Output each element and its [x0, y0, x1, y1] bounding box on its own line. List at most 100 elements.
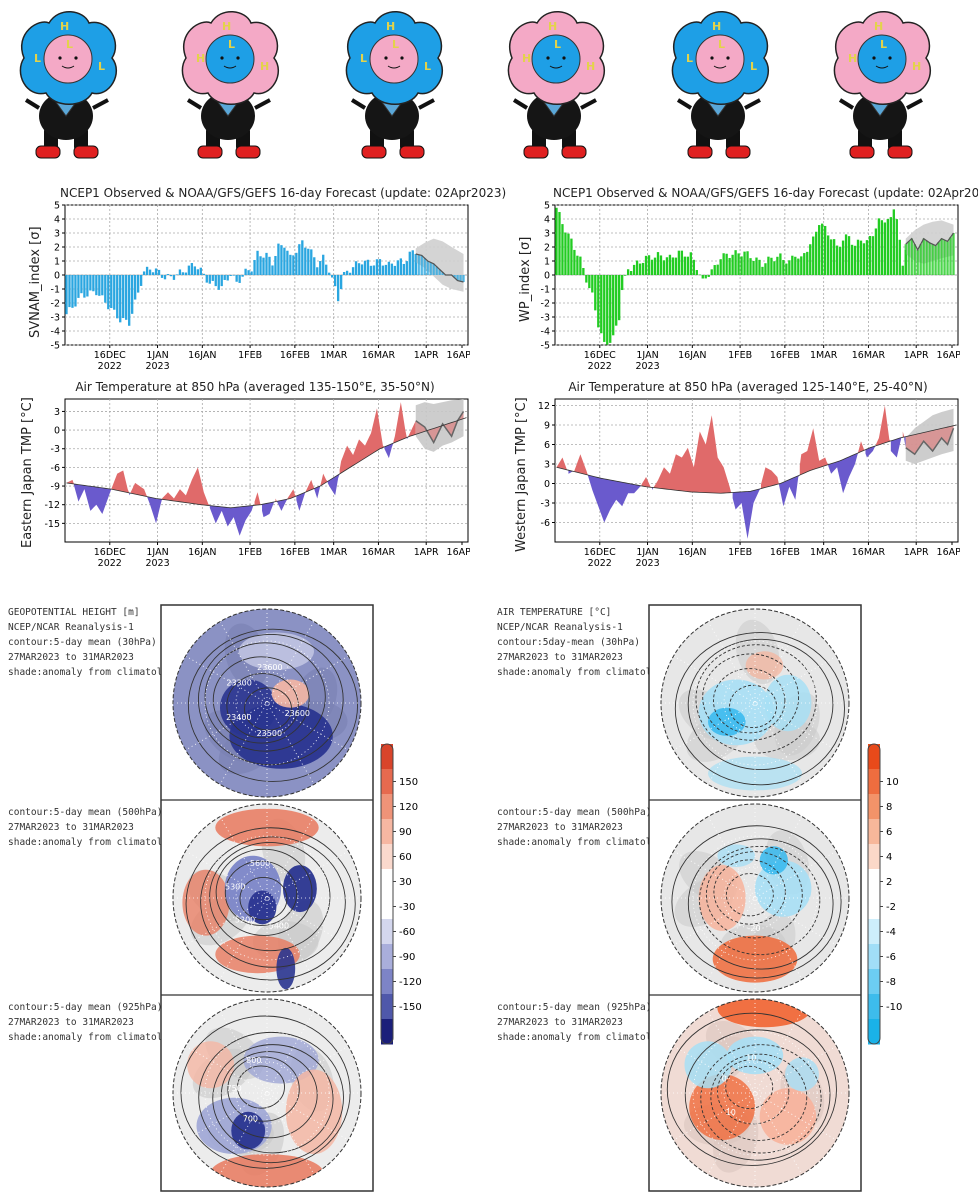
bar	[190, 263, 194, 275]
anomaly-blob	[271, 679, 310, 708]
forecast-bar	[423, 258, 426, 275]
y-tick-label: 0	[544, 271, 550, 282]
x-tick-label: 16APR	[937, 350, 960, 361]
warm-anomaly-area	[641, 477, 653, 488]
contour-line	[212, 656, 310, 744]
bar	[208, 275, 211, 284]
bar	[659, 255, 663, 275]
mascot-letter: L	[718, 38, 725, 51]
contour-line	[699, 845, 821, 956]
map-boundary	[172, 608, 362, 798]
contour-label: 10	[726, 1108, 736, 1117]
mascot-letter: L	[34, 52, 41, 65]
mascot-face	[695, 34, 745, 84]
meridian-line	[185, 850, 349, 946]
bar	[585, 275, 588, 283]
contour-line	[684, 1029, 831, 1161]
bar	[618, 275, 621, 321]
anomaly-blob	[684, 1041, 732, 1089]
y-tick-label: -3	[541, 313, 550, 324]
cold-anomaly-area	[384, 443, 394, 459]
x-tick-label: 1MAR	[320, 350, 348, 361]
colorbar-swatch	[868, 769, 880, 795]
bar	[591, 275, 594, 293]
cold-anomaly-area	[147, 496, 163, 524]
bar	[800, 256, 803, 275]
bar	[256, 250, 259, 275]
right-map-30hpa	[660, 608, 850, 798]
bar	[163, 275, 167, 280]
bar	[865, 240, 869, 275]
bar	[292, 255, 295, 275]
wp-title: NCEP1 Observed & NOAA/GFS/GEFS 16-day Fo…	[553, 186, 978, 200]
colorbar-label: 4	[886, 852, 892, 863]
bar	[597, 275, 600, 328]
forecast-bar	[904, 244, 907, 275]
x-tick-label: 1MAR	[320, 547, 348, 558]
bar	[886, 218, 890, 275]
forecast-bar	[910, 238, 913, 275]
contour-label: 23500	[257, 729, 282, 738]
colorbar-swatch	[868, 919, 880, 945]
forecast-bar	[438, 269, 441, 275]
air-temperature-colorbar: 10 8 6 4 2 -2 -4 -6 -8 -10	[867, 743, 902, 1045]
colorbar-swatch	[381, 844, 393, 870]
plot-frame	[554, 398, 959, 543]
contour-line	[198, 1031, 344, 1164]
bar	[319, 261, 322, 275]
warm-anomaly-area	[653, 415, 733, 494]
forecast-bar	[462, 275, 465, 282]
x-tick-year-label: 2022	[98, 361, 122, 372]
x-tick-label: 1FEB	[728, 350, 752, 361]
bar	[348, 272, 352, 275]
y-tick-label: 2	[544, 243, 550, 254]
mascot-mouth	[875, 65, 889, 69]
bar	[823, 225, 827, 275]
anomaly-blob	[698, 865, 746, 931]
contour-line	[197, 634, 344, 766]
bar	[145, 266, 149, 275]
bar	[298, 244, 301, 275]
latitude-circle	[723, 1061, 787, 1125]
bar	[86, 275, 89, 297]
forecast-band	[415, 399, 464, 452]
x-tick-label: 16DEC	[94, 350, 126, 361]
mascot-arm	[254, 98, 271, 110]
contour-label: 750	[227, 1084, 242, 1093]
x-tick-year-label: 2022	[588, 361, 612, 372]
bar	[366, 259, 370, 275]
bar	[579, 256, 582, 275]
meridian-line	[219, 1011, 315, 1175]
bar	[71, 275, 74, 308]
bar	[570, 238, 573, 275]
bar	[238, 275, 241, 283]
bar	[588, 275, 591, 289]
meridian-line	[707, 1011, 803, 1175]
bar	[606, 275, 609, 345]
bar	[83, 275, 86, 298]
meridian-line	[673, 655, 837, 751]
bar	[196, 269, 200, 275]
forecast-bar	[931, 244, 934, 275]
bar	[883, 222, 887, 275]
contour-line	[710, 1053, 808, 1141]
colorbar-label: -8	[886, 977, 896, 988]
forecast-mean-line	[905, 427, 955, 456]
mascot-eye	[726, 56, 730, 60]
mascot-arm	[580, 98, 597, 110]
x-tick-label: 16FEB	[770, 547, 800, 558]
anomaly-blob	[276, 947, 296, 990]
meridian-line	[673, 655, 837, 751]
x-tick-label: 1FEB	[238, 547, 262, 558]
bar	[148, 269, 152, 275]
bar	[104, 275, 107, 303]
colorbar-swatch	[868, 819, 880, 845]
meridian-line	[185, 1045, 349, 1141]
warm-anomaly-area	[162, 467, 210, 506]
bar	[806, 251, 809, 275]
bar	[650, 259, 654, 275]
right-map-925-caption: contour:5-day mean (925hPa) 27MAR2023 to …	[497, 1002, 669, 1043]
